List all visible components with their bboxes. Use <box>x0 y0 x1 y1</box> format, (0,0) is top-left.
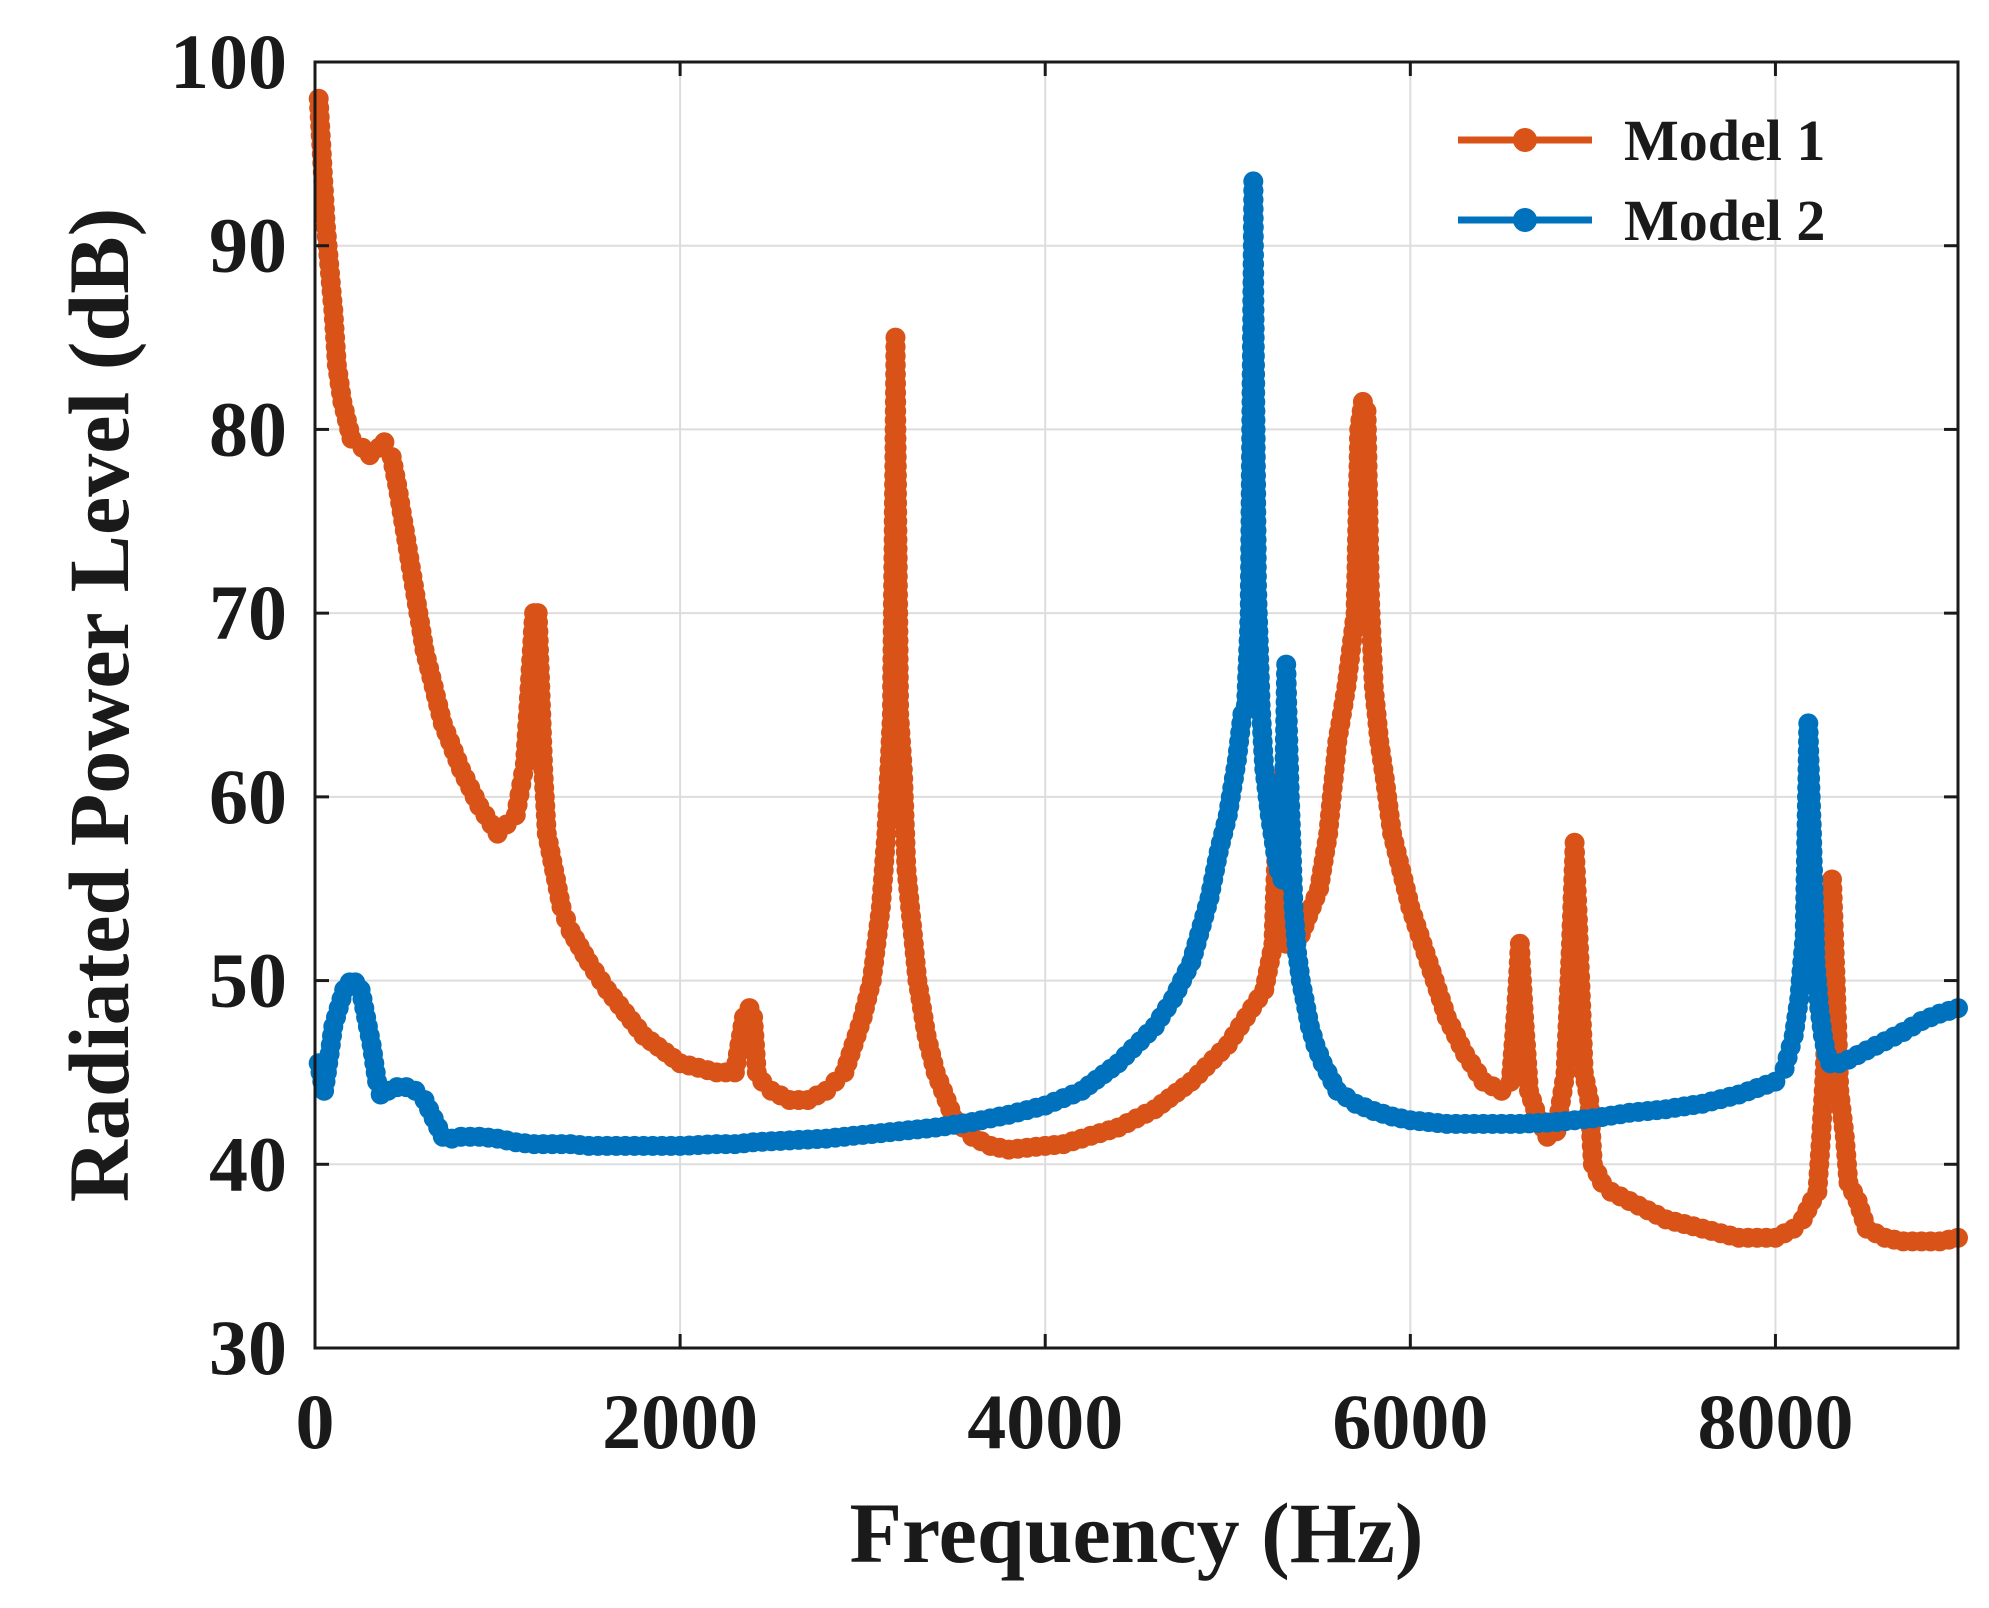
y-tick-label: 80 <box>209 385 287 472</box>
x-tick-label: 2000 <box>602 1378 758 1465</box>
y-tick-label: 50 <box>209 937 287 1024</box>
legend-marker <box>1513 208 1537 232</box>
y-tick-label: 70 <box>209 569 287 656</box>
y-tick-label: 100 <box>170 18 287 105</box>
legend-label: Model 1 <box>1624 108 1825 173</box>
series-1 <box>308 88 1968 1252</box>
axes: 0 2000 4000 6000 8000 30 40 50 60 70 80 90 100 <box>170 18 1958 1465</box>
legend-marker <box>1513 128 1537 152</box>
plot-frame <box>313 60 1960 1350</box>
x-axis-label: Frequency (Hz) <box>850 1485 1424 1581</box>
legend-item: Model 1 <box>1458 108 1825 173</box>
y-tick-label: 30 <box>209 1304 287 1391</box>
grid <box>315 62 1958 1348</box>
y-tick-label: 90 <box>209 202 287 289</box>
x-tick-label: 0 <box>296 1378 335 1465</box>
legend-item: Model 2 <box>1458 188 1825 253</box>
legend-label: Model 2 <box>1624 188 1825 253</box>
y-tick-label: 60 <box>209 753 287 840</box>
x-tick-label: 8000 <box>1697 1378 1853 1465</box>
y-tick-label: 40 <box>209 1120 287 1207</box>
series-line <box>315 177 1960 1150</box>
y-axis-label: Radiated Power Level (dB) <box>51 208 147 1202</box>
series-2 <box>308 171 1968 1156</box>
plot-area <box>308 88 1968 1252</box>
series-markers <box>308 88 1968 1252</box>
x-tick-label: 4000 <box>967 1378 1123 1465</box>
series-markers <box>308 171 1968 1156</box>
legend: Model 1 Model 2 <box>1458 108 1825 253</box>
x-tick-label: 6000 <box>1332 1378 1488 1465</box>
series-line <box>315 98 1959 1245</box>
